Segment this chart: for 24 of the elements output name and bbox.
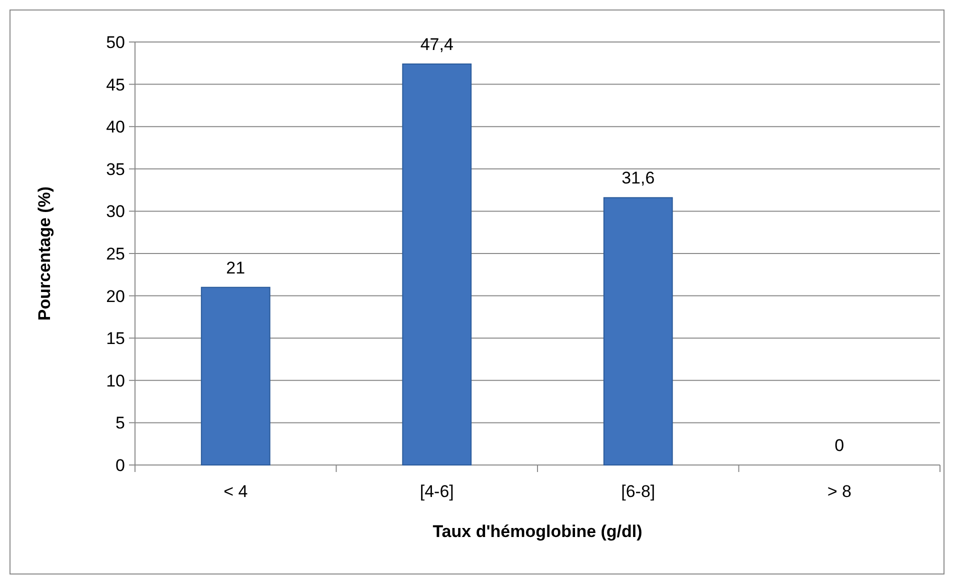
y-tick-label: 35 [106,160,125,179]
y-tick-label: 15 [106,329,125,348]
x-tick-label: > 8 [827,482,852,501]
y-tick-label: 20 [106,286,125,306]
bar [200,286,270,466]
y-tick-label: 50 [106,32,125,52]
y-axis-title: Pourcentage (%) [35,186,54,321]
data-label: 0 [834,436,844,455]
y-tick-label: 30 [106,202,125,222]
y-tick-label: 25 [106,244,125,264]
data-label: 21 [226,258,246,278]
bar [402,63,472,466]
x-tick-label: [6-8] [621,482,656,501]
y-tick-label: 45 [106,75,125,94]
x-tick-label: < 4 [224,482,248,501]
y-tick-label: 40 [106,118,125,137]
data-label: 31,6 [622,168,655,188]
x-tick-label: [4-6] [420,482,454,501]
data-label: 47,4 [420,34,454,54]
y-tick-label: 5 [116,414,125,433]
y-tick-label: 10 [106,371,125,390]
x-axis-title: Taux d'hémoglobine (g/dl) [432,522,642,541]
y-tick-label: 0 [116,456,125,475]
bar [603,197,673,466]
